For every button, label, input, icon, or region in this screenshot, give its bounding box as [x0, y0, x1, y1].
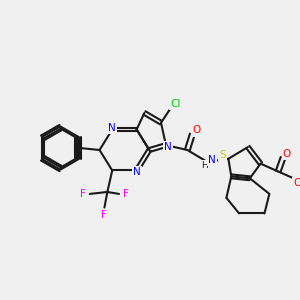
Text: O: O [192, 125, 200, 136]
Text: F: F [101, 210, 107, 220]
Text: N: N [208, 155, 216, 165]
Text: F: F [123, 189, 129, 199]
Text: N: N [133, 167, 140, 177]
Text: O: O [293, 178, 300, 188]
Text: H: H [202, 161, 208, 170]
Text: Cl: Cl [170, 99, 181, 109]
Text: N: N [108, 123, 116, 133]
Text: O: O [283, 149, 291, 159]
Text: F: F [80, 189, 86, 199]
Text: S: S [219, 150, 226, 160]
Text: N: N [164, 142, 172, 152]
